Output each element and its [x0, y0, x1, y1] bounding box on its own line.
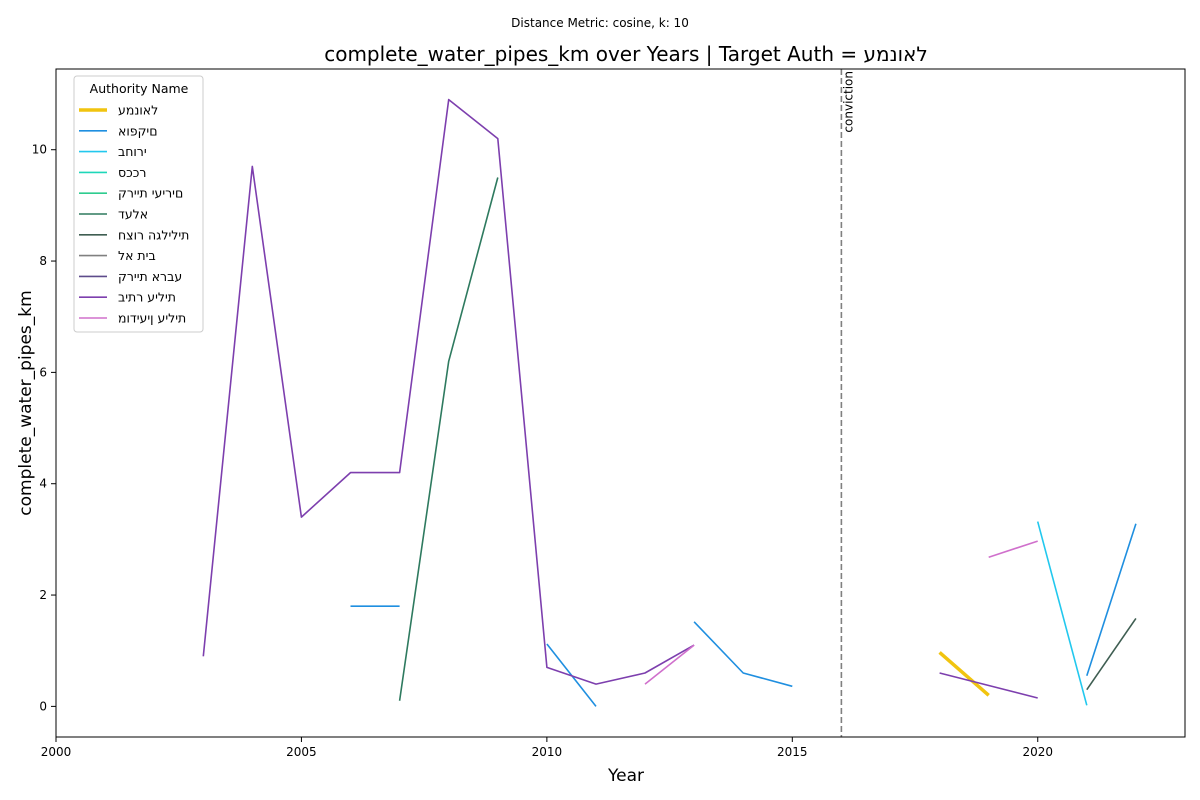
chart-suptitle: Distance Metric: cosine, k: 10: [511, 16, 689, 30]
series-line-9-1: [939, 672, 1038, 699]
y-tick-label: 6: [39, 365, 47, 379]
legend-title: Authority Name: [90, 81, 189, 96]
legend-label: ירוחב: [118, 144, 147, 159]
legend-label: רככס: [118, 165, 146, 180]
series-line-1-2: [693, 621, 793, 688]
legend-label: םיקפוא: [118, 123, 158, 138]
series-line-6-0: [1086, 617, 1137, 691]
series-line-10-0: [644, 644, 695, 685]
series-line-1-3: [1086, 523, 1137, 677]
x-tick-label: 2000: [41, 745, 72, 759]
conviction-label: conviction: [841, 71, 855, 133]
legend-label: אלעד: [118, 207, 148, 222]
series-layer: [202, 98, 1137, 707]
legend-label: תיליע רתיב: [118, 290, 176, 305]
legend-label: בית אל: [118, 248, 156, 263]
legend-label: םיריעי תיירק: [118, 186, 183, 201]
y-tick-label: 0: [39, 699, 47, 713]
series-line-2-0: [1036, 521, 1088, 706]
legend-label: תיליע ןיעידומ: [118, 311, 186, 326]
chart-title: complete_water_pipes_km over Years | Tar…: [324, 42, 928, 66]
series-line-9-0: [202, 98, 695, 685]
conviction-marker: conviction: [840, 69, 855, 737]
y-tick-label: 2: [39, 588, 47, 602]
legend: Authority Name לאונמע םיקפוא ירוחב רככס םירי…: [73, 75, 204, 333]
x-axis-ticks: 2000 2005 2010 2015 2020: [41, 737, 1053, 759]
legend-items: לאונמע םיקפוא ירוחב רככס םיריעי תיירק אלעד תיל…: [79, 103, 189, 326]
x-tick-label: 2020: [1022, 745, 1053, 759]
legend-label: עברא תיירק: [118, 269, 182, 284]
legend-box: [73, 75, 204, 333]
y-tick-label: 8: [39, 254, 47, 268]
y-tick-label: 10: [32, 143, 47, 157]
y-axis-ticks: 0 2 4 6 8 10: [32, 143, 56, 713]
legend-label: תילילגה רוצח: [118, 227, 189, 242]
y-axis-label: complete_water_pipes_km: [16, 290, 36, 515]
y-tick-label: 4: [39, 477, 47, 491]
x-tick-label: 2010: [532, 745, 563, 759]
series-line-10-1: [988, 540, 1038, 558]
series-line-0-0: [938, 651, 990, 697]
x-tick-label: 2005: [286, 745, 317, 759]
legend-label: לאונמע: [118, 103, 158, 118]
axes-frame: [55, 68, 1186, 738]
series-line-5-0: [398, 177, 499, 701]
x-tick-label: 2015: [777, 745, 808, 759]
x-axis-label: Year: [607, 766, 644, 786]
